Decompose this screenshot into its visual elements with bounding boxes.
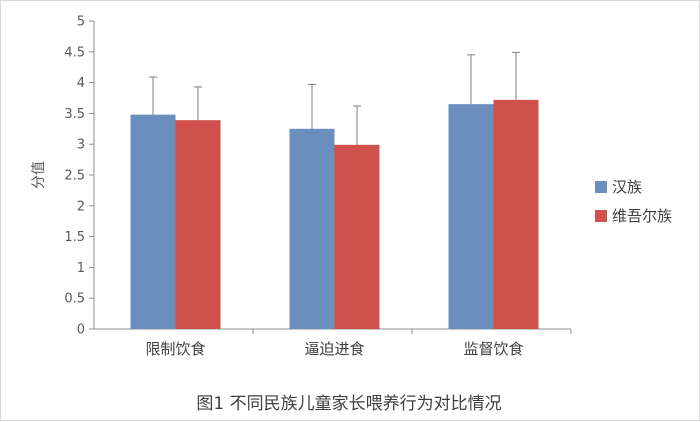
y-tick-label: 2.5	[64, 169, 85, 184]
y-tick-label: 1	[77, 261, 85, 276]
bar	[334, 144, 380, 329]
y-tick-label: 5	[77, 15, 85, 30]
legend-label: 维吾尔族	[612, 207, 672, 225]
bar	[175, 120, 221, 330]
bar	[130, 114, 176, 329]
y-tick-label: 4	[77, 76, 85, 91]
y-tick-label: 1.5	[64, 230, 85, 245]
legend-label: 汉族	[612, 178, 642, 196]
y-tick-label: 0	[77, 323, 85, 338]
y-tick-labels: 0 0.5 1 1.5 2 2.5 3 3.5 4 4.5 5	[64, 15, 85, 338]
y-tick-label: 2	[77, 199, 85, 214]
y-tick-label: 4.5	[64, 45, 85, 60]
error-bars	[149, 51, 520, 145]
x-tick-labels: 限制饮食 逼迫进食 监督饮食	[145, 340, 523, 358]
x-tick-label: 监督饮食	[463, 340, 523, 358]
y-tick-label: 3.5	[64, 107, 85, 122]
x-tick-label: 限制饮食	[145, 340, 205, 358]
bar	[289, 128, 335, 329]
y-axis-label: 分值	[31, 161, 47, 189]
bar	[493, 99, 539, 330]
bar	[448, 104, 494, 329]
legend-swatch	[595, 181, 607, 193]
y-tick-label: 0.5	[64, 292, 85, 307]
figure-caption: 图1 不同民族儿童家长喂养行为对比情况	[196, 394, 501, 414]
y-tick-label: 3	[77, 138, 85, 153]
bars	[130, 99, 539, 330]
x-tick-label: 逼迫进食	[304, 340, 364, 358]
legend-swatch	[595, 210, 607, 222]
